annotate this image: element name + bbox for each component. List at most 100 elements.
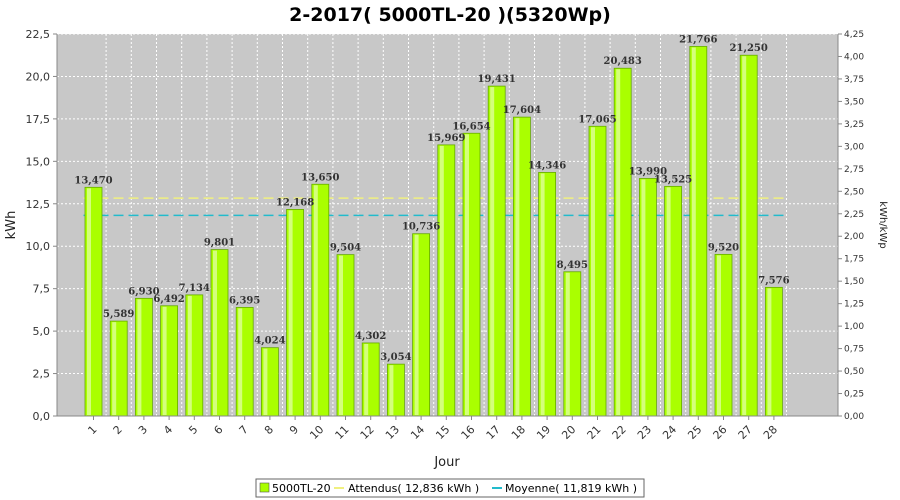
x-tick-label: 22 (610, 423, 629, 442)
y-tick-label: 5,0 (33, 325, 51, 338)
x-tick-label: 13 (383, 423, 402, 442)
y-tick-label: 0,0 (33, 410, 51, 423)
legend-swatch-bars (259, 482, 270, 493)
y-ticks-right: 0,00 0,25 0,50 0,75 1,00 1,25 1,50 1,75 2,00 2,25… (838, 30, 864, 422)
x-tick-label: 7 (237, 423, 251, 437)
value-label: 5,589 (103, 309, 134, 320)
y2-tick-label: 3,50 (844, 97, 864, 107)
bar-highlight (364, 343, 369, 415)
value-label: 10,736 (402, 222, 440, 233)
bar-highlight (112, 322, 117, 415)
x-tick-label: 20 (559, 423, 578, 442)
value-label: 19,431 (478, 74, 516, 85)
x-tick-label: 2 (111, 423, 125, 437)
x-tick-label: 15 (433, 423, 452, 442)
bar-highlight (213, 250, 217, 415)
x-tick-label: 6 (211, 423, 225, 437)
x-tick-label: 5 (186, 423, 200, 437)
x-tick-label: 8 (262, 423, 276, 437)
bar-highlight (767, 288, 772, 415)
bar-highlight (717, 255, 721, 415)
x-tick-label: 10 (307, 423, 326, 442)
y2-tick-label: 2,75 (844, 165, 864, 175)
y2-tick-label: 2,00 (844, 232, 864, 242)
bar-highlight (490, 87, 495, 415)
value-label: 7,134 (179, 283, 210, 294)
y-tick-label: 10,0 (26, 240, 51, 253)
legend-label-attendus: Attendus( 12,836 kWh ) (348, 482, 479, 495)
bar-highlight (187, 295, 192, 415)
legend: 5000TL-20 Attendus( 12,836 kWh ) Moyenne… (255, 478, 645, 498)
y2-tick-label: 4,00 (844, 52, 864, 62)
bar-layer (84, 46, 783, 417)
y2-tick-label: 0,50 (844, 367, 864, 377)
bar-highlight (591, 127, 595, 415)
value-label: 7,576 (758, 275, 789, 286)
bar-highlight (313, 185, 318, 415)
y-tick-label: 12,5 (26, 198, 51, 211)
y-tick-label: 15,0 (26, 155, 51, 168)
bar-highlight (540, 173, 545, 415)
value-label: 9,801 (204, 238, 235, 249)
y2-tick-label: 0,00 (844, 412, 864, 422)
bar-highlight (666, 187, 671, 415)
bar-highlight (162, 306, 167, 415)
value-label: 15,969 (427, 133, 465, 144)
y2-tick-label: 1,75 (844, 255, 864, 265)
value-label: 12,168 (276, 197, 314, 208)
bar-highlight (515, 118, 520, 415)
legend-label-moyenne: Moyenne( 11,819 kWh ) (505, 482, 637, 495)
x-tick-label: 23 (635, 423, 654, 442)
bar-highlight (87, 188, 91, 415)
x-tick-label: 21 (585, 423, 604, 442)
value-label: 8,495 (557, 260, 588, 271)
bar-highlight (742, 56, 747, 415)
bar-highlight (414, 234, 419, 415)
value-label: 17,065 (578, 114, 616, 125)
value-label: 21,766 (679, 34, 717, 45)
value-label: 20,483 (604, 56, 642, 67)
bar-highlight (288, 210, 293, 415)
y2-tick-label: 3,75 (844, 75, 864, 85)
value-label: 3,054 (380, 352, 411, 363)
y-tick-label: 7,5 (33, 283, 51, 296)
x-tick-label: 25 (685, 423, 704, 442)
x-tick-label: 19 (534, 423, 553, 442)
chart-title: 2-2017( 5000TL-20 )(5320Wp) (289, 4, 611, 26)
bar-highlight (263, 348, 268, 415)
legend-box (255, 478, 645, 498)
bar-highlight (616, 69, 621, 416)
bar-highlight (641, 179, 646, 415)
x-ticks: 1 2 3 4 5 6 7 8 9 10 11 12 13 14 15 16 17 18 19 20 21 22 23 24 2… (85, 416, 780, 442)
bar-highlight (238, 308, 243, 415)
y2-tick-label: 1,25 (844, 300, 864, 310)
value-label: 6,395 (229, 295, 260, 306)
bar-highlight (565, 272, 570, 415)
x-tick-label: 11 (333, 423, 352, 442)
x-tick-label: 26 (711, 423, 730, 442)
x-tick-label: 16 (459, 423, 478, 442)
value-label: 9,520 (708, 242, 739, 253)
y2-tick-label: 1,00 (844, 322, 864, 332)
value-label: 16,654 (452, 121, 490, 132)
value-label: 14,346 (528, 160, 566, 171)
x-tick-label: 3 (136, 423, 150, 437)
y2-tick-label: 3,25 (844, 120, 864, 130)
bar-highlight (339, 255, 343, 415)
bar-highlight (691, 47, 696, 415)
value-label: 13,525 (654, 174, 692, 185)
value-label: 6,930 (128, 286, 159, 297)
bar-highlight (389, 365, 394, 415)
x-tick-label: 14 (408, 423, 427, 442)
x-tick-label: 1 (85, 423, 99, 437)
value-label: 9,504 (330, 243, 361, 254)
y2-tick-label: 4,25 (844, 30, 864, 40)
y2-tick-label: 2,25 (844, 210, 864, 220)
value-label: 17,604 (503, 105, 541, 116)
x-tick-label: 12 (358, 423, 377, 442)
x-tick-label: 27 (736, 423, 755, 442)
y-tick-label: 2,5 (33, 368, 51, 381)
